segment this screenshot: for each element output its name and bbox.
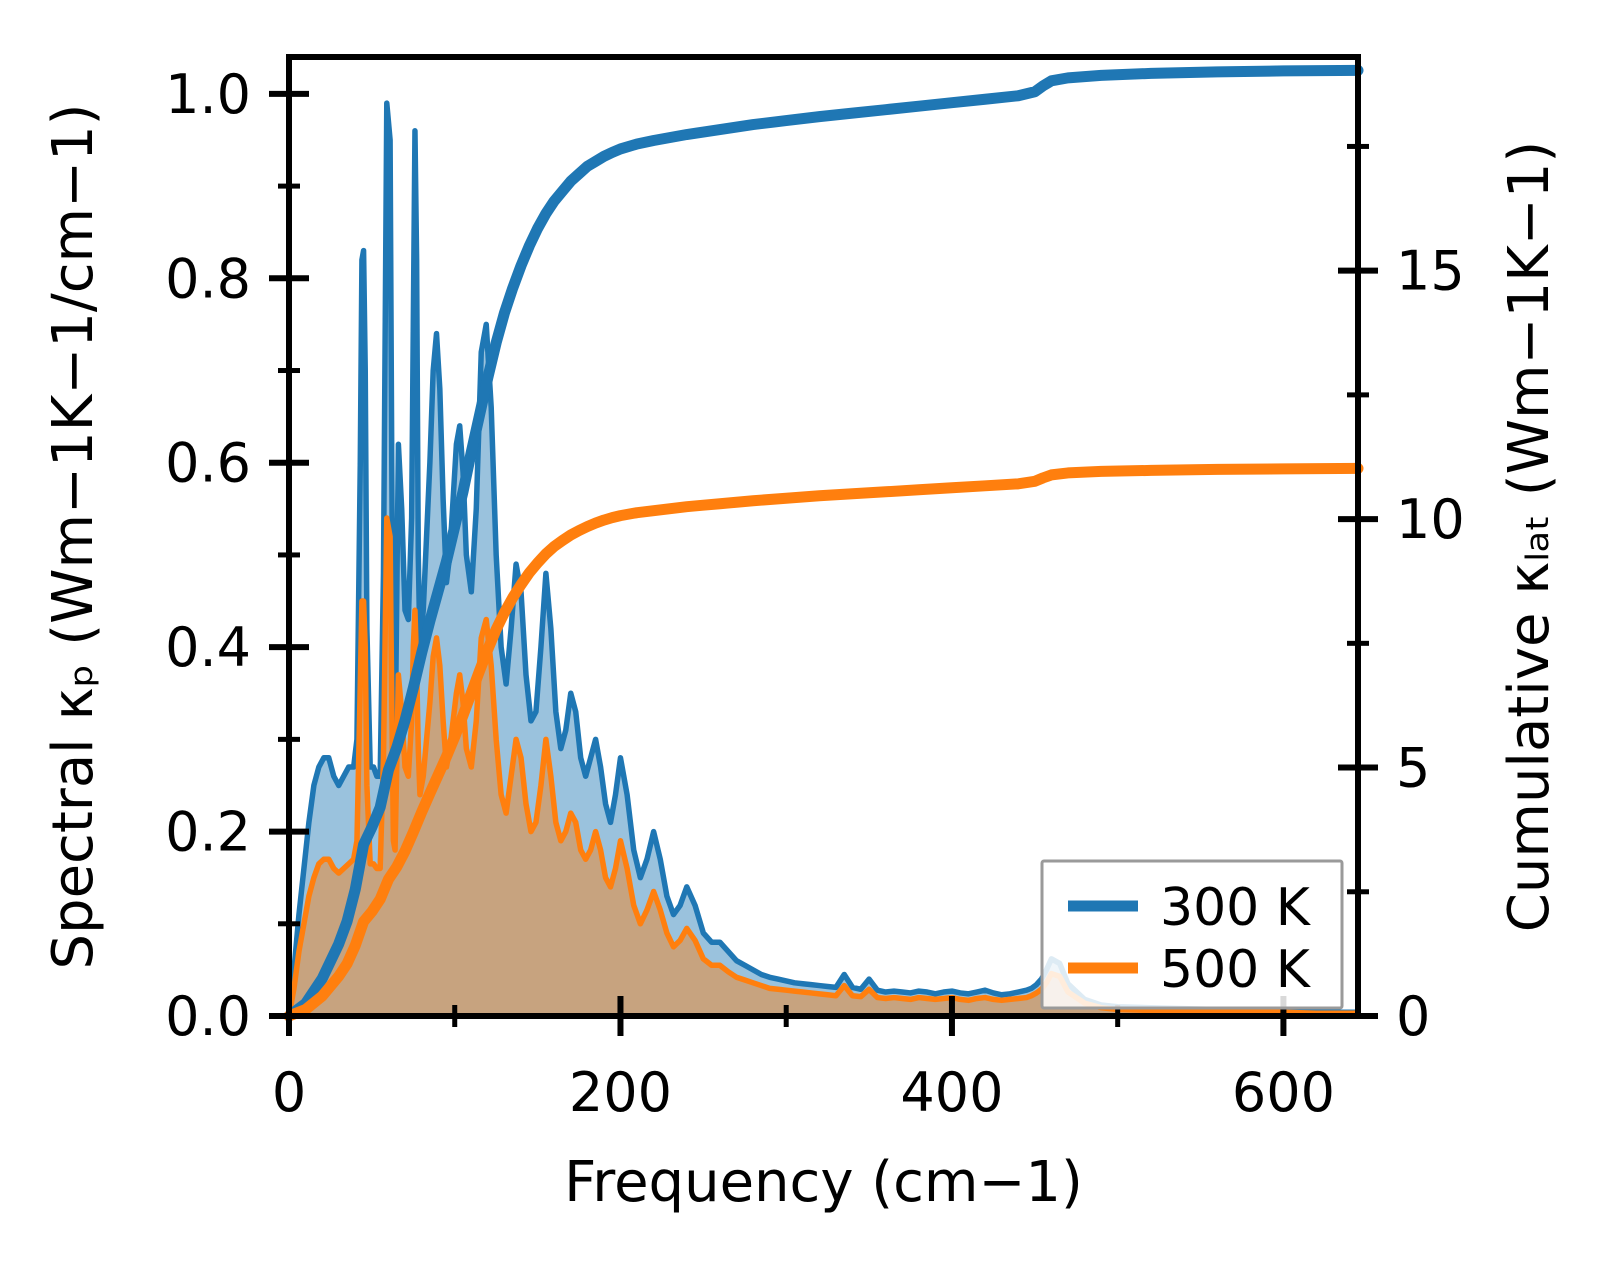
y-tick-label: 0.2: [165, 801, 251, 864]
spectral-area-300K: [289, 103, 1358, 1017]
plot-areas: [286, 100, 1361, 1019]
cumulative-line-300K: [283, 64, 1364, 1022]
spectral-area-500K: [289, 518, 1358, 1016]
x-axis-ticks: 0 200 400 600: [272, 996, 1335, 1124]
x-axis-label: Frequency (cm−1): [564, 1150, 1083, 1215]
x-tick-label: 0: [272, 1061, 306, 1124]
x-tick-label: 200: [569, 1061, 672, 1124]
y-tick-label: 0.6: [165, 432, 251, 495]
axis-labels: Frequency (cm−1) Spectral κₚ (Wm−1K−1/cm−…: [41, 104, 1562, 1215]
y-right-tick-label: 15: [1396, 240, 1465, 303]
y-axis-right-ticks: 0 5 10 15: [1338, 143, 1465, 1048]
spectral-outline-500K: [286, 515, 1361, 1019]
x-tick-label: 400: [900, 1061, 1003, 1124]
axes-frame: [286, 54, 1361, 1019]
y-right-tick-label: 0: [1396, 985, 1430, 1048]
y-axis-label-left: Spectral κₚ (Wm−1K−1/cm−1): [41, 104, 106, 970]
legend-label-500K[interactable]: 500 K: [1160, 940, 1312, 1000]
spectral-outline-300K: [286, 100, 1361, 1019]
y-right-tick-label: 10: [1396, 488, 1465, 551]
plot-frame: [286, 54, 1361, 1019]
y-tick-label: 0.0: [165, 985, 251, 1048]
y-tick-label: 0.4: [165, 616, 251, 679]
y-tick-label: 0.8: [165, 247, 251, 310]
y-axis-left-ticks: 0.0 0.2 0.4 0.6 0.8 1.0: [165, 63, 309, 1048]
y-axis-label-right: Cumulative κₗₐₜ (Wm−1K−1): [1497, 141, 1562, 932]
cumulative-line-500K: [283, 462, 1364, 1022]
legend-label-300K[interactable]: 300 K: [1160, 878, 1312, 938]
y-right-tick-label: 5: [1396, 737, 1430, 800]
y-tick-label: 1.0: [165, 63, 251, 126]
x-tick-label: 600: [1232, 1061, 1335, 1124]
cumulative-lines: [283, 64, 1364, 1022]
